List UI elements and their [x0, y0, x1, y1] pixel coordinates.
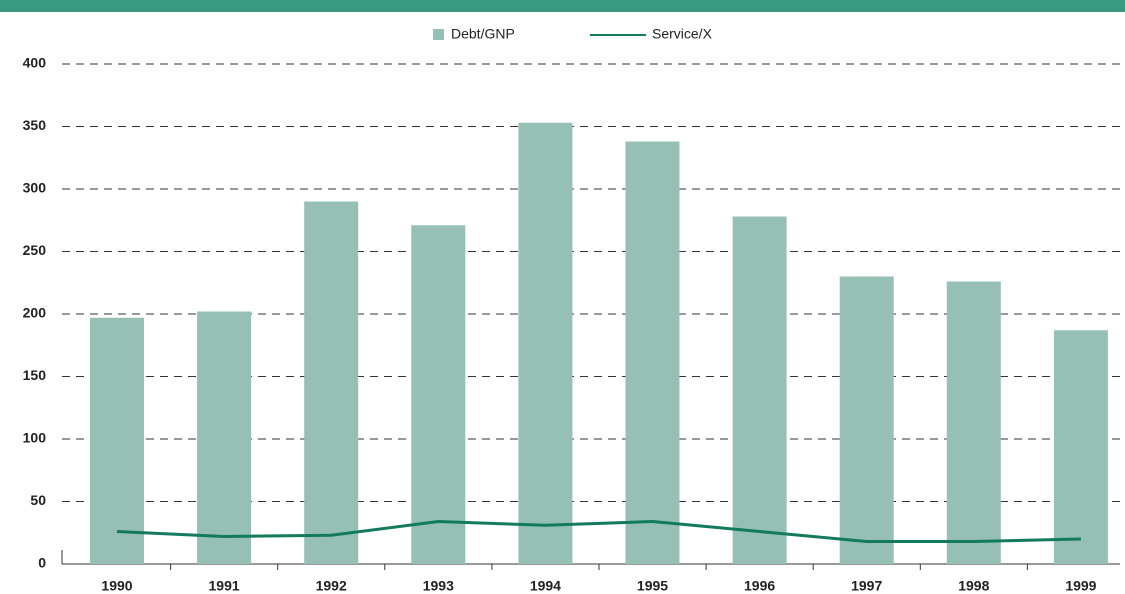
legend-swatch: [433, 29, 444, 40]
x-tick-label: 1995: [637, 578, 668, 594]
bar: [946, 281, 1001, 564]
y-tick-label: 50: [30, 492, 46, 508]
x-tick-label: 1999: [1065, 578, 1096, 594]
line-series: [116, 519, 1081, 543]
bar: [411, 225, 466, 564]
y-tick-label: 400: [23, 55, 47, 71]
y-tick-label: 250: [23, 242, 47, 258]
x-tick-label: 1998: [958, 578, 989, 594]
y-tick-label: 200: [23, 305, 47, 321]
x-tick-label: 1992: [316, 578, 347, 594]
header-bar: [0, 0, 1125, 12]
x-tick-label: 1990: [101, 578, 132, 594]
y-tick-label: 100: [23, 430, 47, 446]
y-tick-label: 150: [23, 367, 47, 383]
bar: [90, 317, 144, 564]
x-tick-label: 1991: [209, 578, 240, 594]
y-tick-label: 300: [23, 180, 47, 196]
x-tick-label: 1993: [423, 578, 454, 594]
bar: [839, 276, 894, 564]
y-tick-label: 350: [23, 117, 47, 133]
x-tick-label: 1994: [530, 578, 561, 594]
bar: [518, 122, 573, 564]
bar: [625, 141, 680, 564]
bar: [304, 201, 359, 564]
bar: [197, 311, 252, 564]
bar: [1053, 330, 1108, 564]
legend-label: Service/X: [652, 26, 713, 42]
bar: [732, 216, 787, 564]
x-tick-label: 1997: [851, 578, 882, 594]
y-tick-label: 0: [38, 555, 46, 571]
x-tick-label: 1996: [744, 578, 775, 594]
legend-label: Debt/GNP: [451, 26, 515, 42]
